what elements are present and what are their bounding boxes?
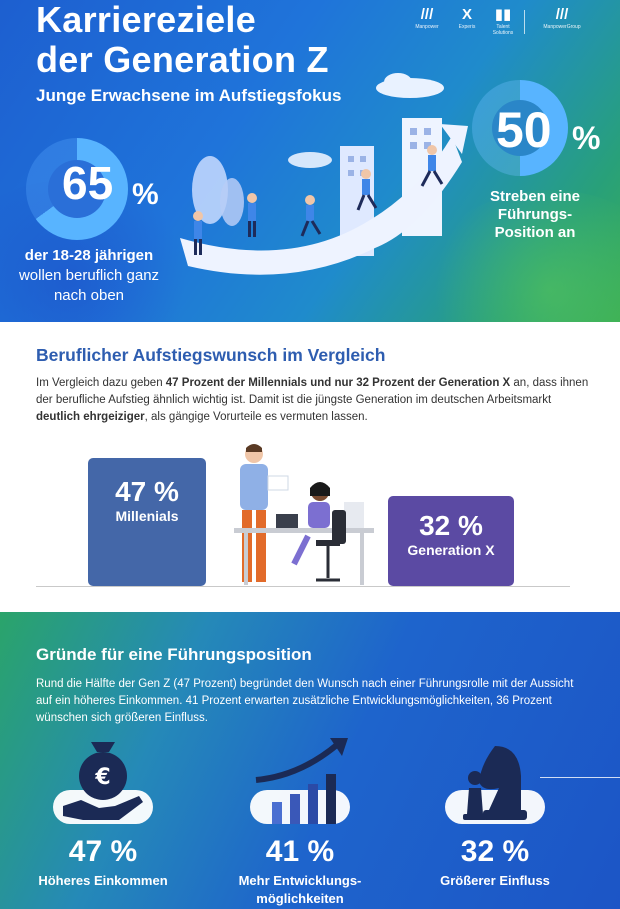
manpower-logo-mark: /// [420,6,434,23]
reason-development-value: 41 % [265,835,335,868]
person-icon [193,145,444,255]
career-growth-illustration [180,73,468,275]
hero-title-line-1: Karriereziele [36,0,257,40]
logo-divider [524,10,525,34]
hero-title: Karriereziele der Generation Z [36,0,329,80]
seated-person-icon [291,482,346,582]
talent-solutions-logo-mark: ▮▮ [494,6,512,23]
reason-income-icon-area: € [18,732,188,836]
right-stat-unit: % [572,120,601,156]
manpower-logo: /// Manpower [412,6,442,30]
comparison-text-part-1: Im Vergleich dazu geben [36,377,166,389]
plant-icon [192,156,244,226]
reasons-section: Gründe für eine Führungsposition Rund di… [0,612,620,909]
genx-stat-box: 32 % Generation X [388,496,514,586]
rising-arrow-icon [180,124,468,275]
comparison-text-part-3: , als gängige Vorurteile es vermuten las… [144,411,368,423]
comparison-baseline [36,586,570,587]
left-stat-ring [26,138,128,240]
reason-income: € 47 % Höheres Einkommen [18,732,188,890]
genx-label: Generation X [407,542,495,558]
experis-logo: X Experis [452,6,482,30]
reasons-text: Rund die Hälfte der Gen Z (47 Prozent) b… [36,678,574,724]
comparison-text: Im Vergleich dazu geben 47 Prozent der M… [36,375,596,426]
cloud-icon [288,73,444,168]
svg-text:€: € [94,765,110,790]
reason-development-icon-area [215,732,385,836]
left-stat-desc-rest: wollen beruflich ganz nach oben [18,267,160,304]
right-stat-ring [472,80,568,176]
manpowergroup-logo: /// ManpowerGroup [534,6,590,30]
manpowergroup-logo-mark: /// [555,6,569,23]
manpower-logo-caption: Manpower [415,24,439,30]
desk-icon [234,502,374,585]
right-stat-description: Streben eine Führungs-Position an [489,188,581,241]
reason-development-label: Mehr Entwicklungs-möglichkeiten [238,873,362,906]
left-stat-unit: % [132,178,159,211]
reason-influence: 32 % Größerer Einfluss [410,732,580,890]
comparison-text-part-2: an, dass ihnen der berufliche Aufstieg ä… [36,377,589,406]
office-workers-illustration [234,444,374,585]
comparison-text-bold-2: deutlich ehrgeiziger [36,411,145,423]
brand-logos: /// Manpower X Experis ▮▮ Talent Solutio… [412,6,612,46]
talent-solutions-logo: ▮▮ Talent Solutions [488,6,518,36]
reason-income-label: Höheres Einkommen [38,873,168,888]
reason-influence-label: Größerer Einfluss [440,873,550,888]
genx-value: 32 % [419,510,483,541]
money-bag-icon: € [63,742,143,820]
chess-knight-icon [463,746,527,820]
reason-influence-value: 32 % [460,835,530,868]
experis-logo-mark: X [461,6,472,23]
experis-logo-caption: Experis [458,24,476,30]
reason-income-value: 47 % [68,835,138,868]
reason-influence-icon-area [410,732,580,836]
hero-subtitle: Junge Erwachsene im Aufstiegsfokus [36,86,342,105]
millennials-label: Millenials [115,508,179,524]
manpowergroup-logo-caption: ManpowerGroup [543,24,581,30]
reasons-title: Gründe für eine Führungsposition [36,645,312,664]
left-stat-description: der 18-28 jährigen wollen beruflich ganz… [14,246,164,306]
right-stat-value: 50 [496,102,552,158]
left-stat-value: 65 [62,157,114,209]
talent-solutions-logo-caption: Talent Solutions [492,24,514,36]
decorative-line [540,777,620,778]
left-stat-desc-bold: der 18-28 jährigen [24,247,154,264]
reason-development: 41 % Mehr Entwicklungs-möglichkeiten [215,732,385,908]
millennials-value: 47 % [115,476,179,507]
comparison-title: Beruflicher Aufstiegswunsch im Vergleich [36,345,386,365]
millennials-stat-box: 47 % Millenials [88,458,206,586]
growth-chart-icon [255,738,348,824]
comparison-text-bold-1: 47 Prozent der Millennials und nur 32 Pr… [165,377,511,389]
hero-title-line-2: der Generation Z [36,39,329,80]
hero-banner: Karriereziele der Generation Z Junge Erw… [0,0,620,322]
